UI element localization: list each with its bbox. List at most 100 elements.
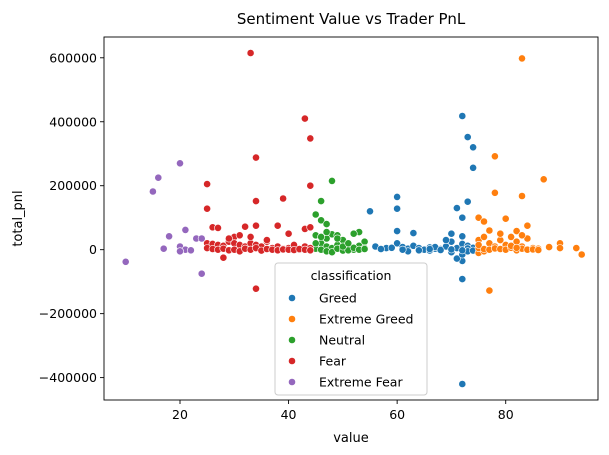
y-tick-label: 400000 bbox=[49, 114, 97, 129]
point-fear-11 bbox=[273, 221, 282, 230]
point-extreme-fear-8 bbox=[197, 269, 206, 278]
chart-title: Sentiment Value vs Trader PnL bbox=[237, 10, 466, 28]
point-greed-43 bbox=[376, 245, 385, 253]
point-neutral-0 bbox=[328, 176, 336, 185]
point-extreme-greed-29 bbox=[545, 243, 553, 251]
point-neutral-2 bbox=[311, 210, 320, 219]
point-fear-6 bbox=[279, 194, 287, 203]
point-extreme-greed-3 bbox=[490, 188, 499, 197]
y-tick-label: 200000 bbox=[49, 178, 97, 193]
point-greed-5 bbox=[458, 213, 467, 222]
point-greed-2 bbox=[469, 143, 477, 152]
y-axis-ticks: −400000 −200000 0 200000 400000 600000 bbox=[39, 50, 104, 385]
point-fear-13 bbox=[241, 222, 249, 231]
point-extreme-greed-1 bbox=[490, 152, 499, 161]
x-tick-label: 80 bbox=[498, 407, 514, 422]
point-greed-3 bbox=[469, 163, 477, 172]
x-tick-label: 60 bbox=[389, 407, 405, 422]
x-axis-label: value bbox=[333, 431, 369, 446]
point-neutral-37 bbox=[344, 239, 353, 248]
point-extreme-fear-1 bbox=[154, 173, 163, 182]
point-extreme-fear-3 bbox=[181, 225, 190, 234]
point-fear-60 bbox=[224, 234, 233, 243]
point-extreme-greed-6 bbox=[474, 213, 483, 222]
point-fear-17 bbox=[235, 231, 244, 240]
point-extreme-greed-8 bbox=[512, 227, 521, 235]
point-greed-6 bbox=[452, 204, 461, 212]
y-axis-label: total_pnl bbox=[11, 190, 26, 246]
point-fear-1 bbox=[300, 114, 309, 123]
legend-label-neutral: Neutral bbox=[319, 333, 365, 348]
legend-marker-greed bbox=[288, 294, 296, 302]
legend-title: classification bbox=[311, 268, 392, 283]
x-tick-label: 20 bbox=[172, 407, 188, 422]
point-greed-50 bbox=[458, 246, 467, 255]
point-neutral-3 bbox=[317, 216, 325, 225]
point-greed-21 bbox=[393, 239, 401, 248]
point-neutral-33 bbox=[317, 232, 325, 241]
point-greed-9 bbox=[366, 207, 374, 216]
point-extreme-greed-47 bbox=[512, 243, 521, 252]
points-layer bbox=[121, 49, 586, 388]
point-extreme-greed-7 bbox=[480, 217, 488, 226]
point-greed-14 bbox=[458, 380, 467, 388]
point-greed-10 bbox=[393, 227, 401, 235]
point-greed-1 bbox=[463, 133, 472, 141]
point-greed-8 bbox=[393, 204, 401, 213]
point-neutral-31 bbox=[360, 245, 369, 253]
point-extreme-greed-2 bbox=[539, 175, 548, 184]
point-extreme-greed-14 bbox=[577, 250, 586, 259]
point-extreme-greed-23 bbox=[507, 232, 515, 241]
point-extreme-greed-41 bbox=[534, 246, 543, 254]
legend-items: Greed Extreme Greed Neutral Fear Extreme Fea… bbox=[288, 291, 413, 390]
point-fear-15 bbox=[214, 223, 222, 232]
point-fear-3 bbox=[252, 153, 260, 162]
y-tick-label: 0 bbox=[89, 242, 97, 257]
point-fear-5 bbox=[203, 180, 211, 188]
legend-marker-neutral bbox=[288, 336, 296, 344]
y-tick-label: 600000 bbox=[49, 50, 97, 65]
point-greed-7 bbox=[393, 192, 401, 201]
point-greed-4 bbox=[463, 197, 472, 206]
y-tick-label: −200000 bbox=[39, 306, 97, 321]
point-neutral-4 bbox=[322, 220, 331, 228]
plot-frame bbox=[103, 36, 599, 401]
x-tick-label: 40 bbox=[281, 407, 297, 422]
legend-label-extreme-greed: Extreme Greed bbox=[319, 312, 413, 327]
y-tick-label: −400000 bbox=[39, 370, 97, 385]
point-extreme-fear-4 bbox=[165, 232, 173, 241]
point-greed-48 bbox=[436, 246, 445, 254]
legend: classification Greed Extreme Greed Neutral… bbox=[274, 262, 428, 396]
point-greed-13 bbox=[458, 232, 467, 241]
point-fear-2 bbox=[306, 134, 315, 143]
legend-marker-extreme-greed bbox=[288, 315, 296, 323]
point-greed-47 bbox=[425, 245, 434, 253]
point-extreme-greed-9 bbox=[523, 221, 532, 230]
point-neutral-25 bbox=[328, 248, 336, 257]
point-fear-59 bbox=[306, 246, 315, 255]
point-neutral-35 bbox=[333, 234, 342, 243]
point-greed-45 bbox=[398, 245, 407, 254]
point-extreme-greed-0 bbox=[518, 54, 526, 63]
point-greed-44 bbox=[387, 243, 396, 252]
point-fear-0 bbox=[246, 49, 255, 57]
point-fear-18 bbox=[252, 284, 260, 293]
point-extreme-greed-4 bbox=[518, 192, 526, 200]
point-extreme-greed-46 bbox=[474, 240, 483, 249]
point-greed-15 bbox=[458, 275, 467, 283]
point-extreme-fear-7 bbox=[121, 257, 130, 266]
point-neutral-34 bbox=[322, 228, 331, 236]
x-axis-ticks: 20 40 60 80 bbox=[172, 400, 514, 422]
point-greed-17 bbox=[452, 254, 461, 263]
point-greed-12 bbox=[447, 229, 456, 238]
point-greed-36 bbox=[442, 236, 450, 244]
legend-label-greed: Greed bbox=[319, 291, 357, 306]
point-extreme-fear-10 bbox=[159, 244, 168, 253]
point-extreme-fear-12 bbox=[186, 246, 195, 255]
point-greed-49 bbox=[447, 245, 456, 254]
point-neutral-1 bbox=[317, 197, 325, 205]
legend-marker-fear bbox=[288, 357, 296, 365]
point-extreme-greed-13 bbox=[572, 244, 581, 252]
legend-label-fear: Fear bbox=[319, 354, 347, 369]
point-extreme-fear-13 bbox=[176, 247, 184, 256]
